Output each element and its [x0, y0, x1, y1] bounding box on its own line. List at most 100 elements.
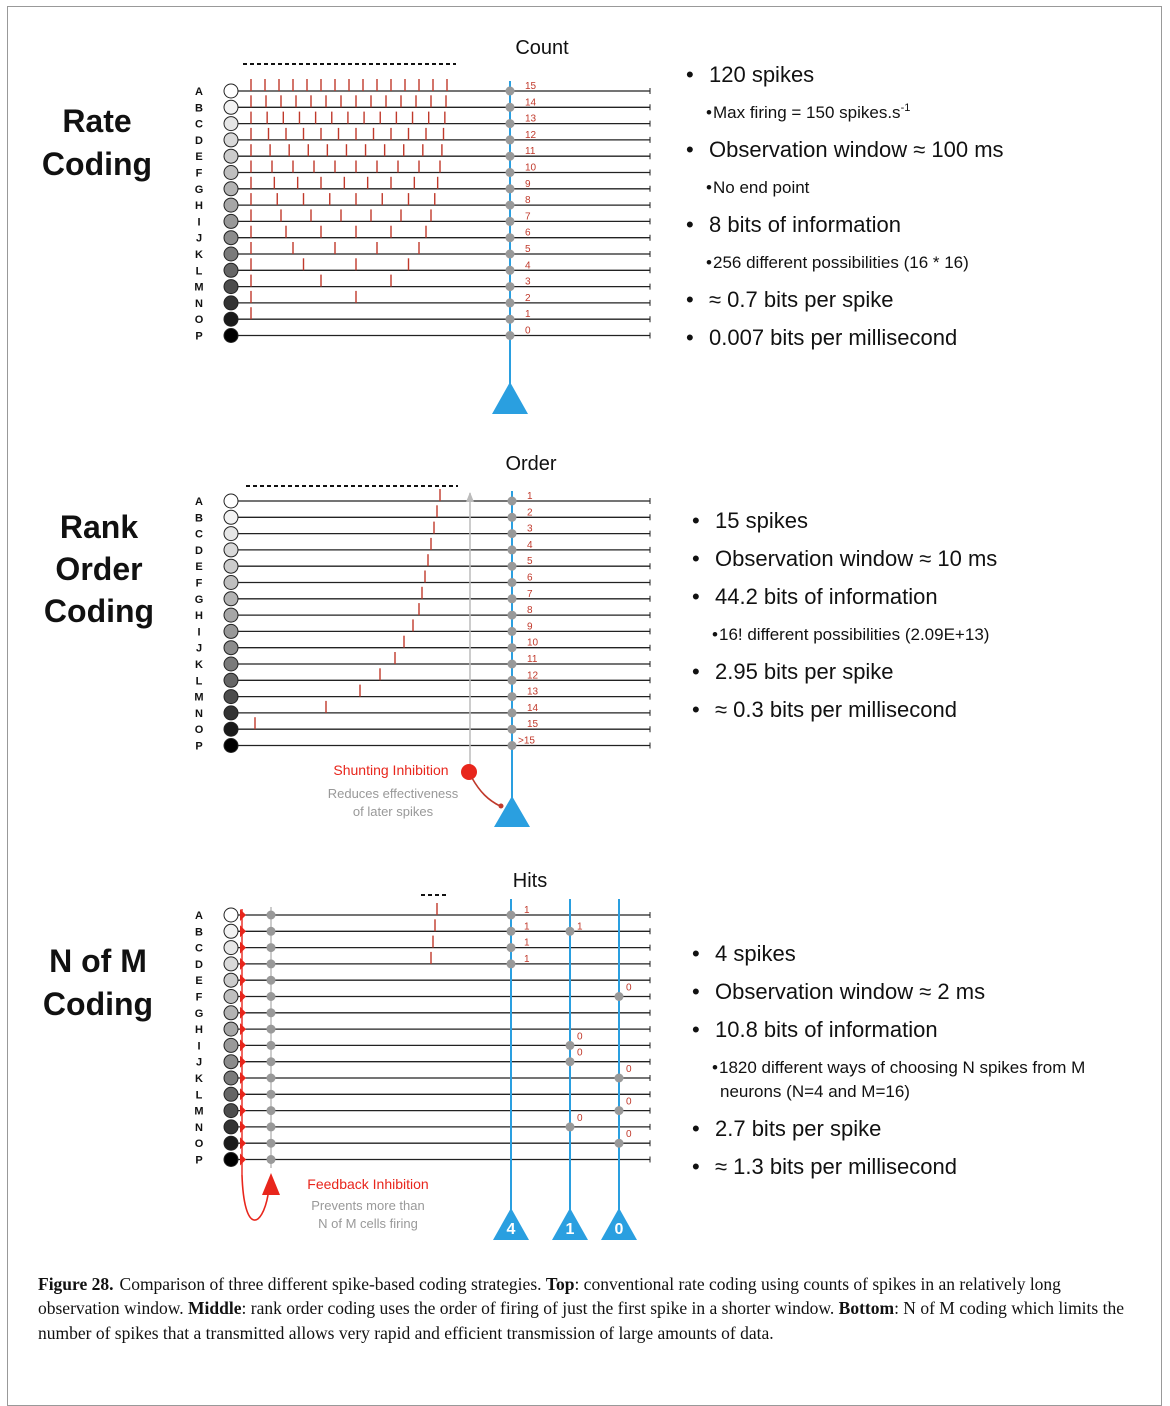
rate-count-label: 4 — [525, 260, 531, 271]
nofm-neuron-node — [223, 1021, 239, 1037]
nofm-synapse — [614, 1106, 624, 1116]
rate-synapse — [505, 151, 515, 161]
nofm-synapse — [266, 1122, 276, 1132]
rank-subbullet: 16! different possibilities (2.09E+13) — [719, 625, 989, 644]
rate-count-label: 15 — [525, 81, 537, 92]
nofm-bullet-dot: • — [692, 1017, 700, 1042]
rank-title-line: Order — [55, 551, 142, 587]
rank-order-label: 11 — [527, 654, 538, 665]
nofm-output-neuron — [493, 1208, 529, 1240]
rank-neuron-node — [223, 689, 239, 705]
nofm-bullet: 10.8 bits of information — [715, 1017, 938, 1042]
rank-row-letter: H — [195, 610, 203, 622]
rate-row-letter: N — [195, 298, 203, 310]
spike-coding-diagram: RateCodingCountABCDEFGHIJKLMNOP151413121… — [42, 37, 1085, 1240]
rank-bullet-dot: • — [692, 508, 700, 533]
rate-neuron-node — [223, 148, 239, 164]
nofm-synapse — [266, 943, 276, 953]
rate-count-label: 12 — [525, 130, 537, 141]
rate-count-label: 0 — [525, 326, 531, 337]
nofm-neuron-node — [223, 1054, 239, 1070]
rank-order-label: 6 — [527, 573, 533, 584]
nofm-zero-label: 0 — [626, 1129, 632, 1140]
rank-synapse — [507, 561, 517, 571]
nofm-neuron-node — [223, 1005, 239, 1021]
rank-neuron-node — [223, 558, 239, 574]
rank-row-letter: J — [196, 643, 202, 655]
nofm-synapse — [266, 959, 276, 969]
rate-output-header: Count — [515, 37, 569, 59]
rank-order-label: 8 — [527, 605, 533, 616]
nofm-neuron-node — [223, 940, 239, 956]
rank-inhibition-desc: of later spikes — [353, 804, 434, 819]
nofm-output-neuron — [601, 1208, 637, 1240]
rank-inhibition-desc: Reduces effectiveness — [328, 786, 459, 801]
rate-subbullet: 256 different possibilities (16 * 16) — [713, 253, 969, 272]
rate-bullet-dot: • — [686, 287, 694, 312]
rate-neuron-node — [223, 279, 239, 295]
rate-bullet: 120 spikes — [709, 62, 814, 87]
rank-order-label: 7 — [527, 589, 533, 600]
rank-inhibition-terminal — [498, 803, 504, 809]
nofm-bullet: 2.7 bits per spike — [715, 1116, 881, 1141]
nofm-row-letter: N — [195, 1122, 203, 1134]
rank-synapse — [507, 512, 517, 522]
rate-neuron-node — [223, 165, 239, 180]
rate-subbullet-dot: • — [706, 103, 712, 122]
rate-bullet: 0.007 bits per millisecond — [709, 325, 957, 350]
rank-inhibition-arrow — [466, 492, 474, 502]
nofm-synapse — [614, 992, 624, 1001]
rate-bullet-dot: • — [686, 325, 694, 350]
rate-count-label: 14 — [525, 97, 537, 108]
rate-count-label: 6 — [525, 228, 531, 239]
rate-row-letter: J — [196, 233, 202, 245]
nofm-feedback-arrow — [240, 1104, 246, 1117]
rank-row-letter: C — [195, 529, 203, 541]
rank-row-letter: M — [194, 692, 203, 704]
nofm-neuron-node — [223, 1135, 239, 1151]
rank-row-letter: B — [195, 512, 203, 524]
rate-neuron-node — [223, 262, 239, 278]
rate-row-letter: F — [196, 168, 203, 180]
rate-count-label: 1 — [525, 309, 531, 320]
rate-neuron-node — [223, 99, 239, 115]
rank-order-label: 9 — [527, 621, 533, 632]
nofm-feedback-arrow — [240, 1055, 246, 1068]
rank-neuron-node — [223, 640, 239, 656]
rate-bullet: Observation window ≈ 100 ms — [709, 137, 1004, 162]
rate-subbullet-dot: • — [706, 178, 712, 197]
nofm-synapse — [506, 910, 516, 920]
rank-row-letter: I — [197, 626, 200, 638]
nofm-neuron-node — [223, 972, 239, 988]
rank-order-label: 3 — [527, 524, 533, 535]
rank-neuron-node — [223, 607, 239, 623]
rate-synapse — [505, 282, 515, 292]
rank-order-label: 15 — [527, 719, 539, 730]
rank-output-header: Order — [505, 453, 556, 475]
rank-neuron-node — [223, 526, 239, 542]
nofm-bullet: ≈ 1.3 bits per millisecond — [715, 1154, 957, 1179]
nofm-row-letter: H — [195, 1024, 203, 1036]
rate-count-label: 8 — [525, 195, 531, 206]
nofm-row-letter: M — [194, 1106, 203, 1118]
nofm-bullet-dot: • — [692, 941, 700, 966]
rank-row-letter: O — [195, 724, 204, 736]
rank-row-letter: K — [195, 659, 203, 671]
rate-neuron-node — [223, 116, 239, 132]
rank-synapse — [507, 675, 517, 685]
caption-intro: Comparison of three different spike-base… — [119, 1274, 546, 1294]
caption-bottom-text: : N of M coding which limits the number … — [38, 1298, 1124, 1343]
nofm-output-count: 1 — [566, 1221, 575, 1238]
nofm-feedback-arrow — [240, 957, 246, 970]
rank-bullet: 2.95 bits per spike — [715, 659, 894, 684]
nofm-synapse — [266, 926, 276, 936]
rate-neuron-node — [223, 328, 239, 343]
nofm-neuron-node — [223, 1070, 239, 1086]
rank-bullet-dot: • — [692, 697, 700, 722]
rate-subbullet-sup: -1 — [901, 102, 911, 114]
nofm-inhibition-desc: Prevents more than — [311, 1198, 424, 1213]
rank-bullet: Observation window ≈ 10 ms — [715, 546, 997, 571]
nofm-zero-label: 0 — [577, 1113, 583, 1124]
rate-row-letter: I — [197, 216, 200, 228]
rate-row-letter: E — [195, 151, 202, 163]
